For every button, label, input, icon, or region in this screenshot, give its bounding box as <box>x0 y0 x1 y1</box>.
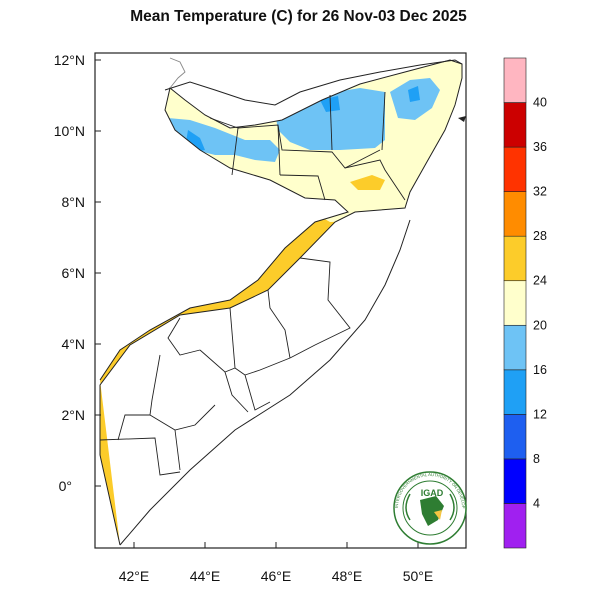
north-coast <box>164 59 463 106</box>
laurel-icon <box>405 493 455 521</box>
colorbar-label: 8 <box>533 452 540 466</box>
lat-tick-label: 4°N <box>62 336 86 352</box>
region-boundaries <box>99 91 406 476</box>
lat-axis: 12°N 10°N 8°N 6°N 4°N 2°N 0° <box>54 52 101 494</box>
lon-tick-label: 46°E <box>261 568 292 584</box>
djibouti-border <box>169 57 186 89</box>
colorbar-label: 32 <box>533 185 547 199</box>
lat-tick-label: 10°N <box>54 123 85 139</box>
lon-tick-label: 44°E <box>190 568 221 584</box>
colorbar-label: 36 <box>533 140 547 154</box>
colorbar-swatch <box>503 503 527 549</box>
africa-map-icon <box>420 496 444 526</box>
lat-tick-label: 2°N <box>62 407 86 423</box>
colorbar-label: 20 <box>533 318 547 332</box>
colorbar-swatch <box>503 146 527 192</box>
colorbar-swatch <box>503 191 527 237</box>
somalia-border <box>99 59 463 546</box>
colorbar-label: 16 <box>533 363 547 377</box>
colorbar-label: 24 <box>533 274 547 288</box>
colorbar-label: 12 <box>533 407 547 421</box>
lat-tick-label: 6°N <box>62 265 86 281</box>
lat-tick-label: 8°N <box>62 194 86 210</box>
temp-zone-below-20 <box>408 86 420 102</box>
temp-zone-24-28-north <box>350 175 385 190</box>
colorbar-swatch <box>503 369 527 415</box>
temp-zone-below-20 <box>168 118 280 162</box>
colorbar-swatch <box>503 324 527 371</box>
igad-logo-text: IGAD <box>421 488 444 498</box>
lat-tick-label: 12°N <box>54 52 85 68</box>
lat-tick-label: 0° <box>59 478 72 494</box>
cape-guardafui <box>458 116 466 122</box>
colorbar-swatch <box>503 414 527 460</box>
lon-axis: 42°E 44°E 46°E 48°E 50°E <box>119 542 434 584</box>
colorbar-swatch <box>503 458 527 504</box>
colorbar-swatch <box>503 57 527 103</box>
colorbar-swatch <box>503 280 527 326</box>
lon-tick-label: 42°E <box>119 568 150 584</box>
coastline <box>119 219 411 546</box>
lon-tick-label: 50°E <box>403 568 434 584</box>
lon-tick-label: 48°E <box>332 568 363 584</box>
colorbar-label: 40 <box>533 96 547 110</box>
colorbar: 4 8 12 16 20 24 28 32 36 40 <box>503 57 547 549</box>
map-title: Mean Temperature (C) for 26 Nov-03 Dec 2… <box>130 8 467 25</box>
colorbar-label: 4 <box>533 496 540 510</box>
colorbar-swatch <box>503 102 527 148</box>
colorbar-label: 28 <box>533 229 547 243</box>
colorbar-swatch <box>503 235 527 282</box>
